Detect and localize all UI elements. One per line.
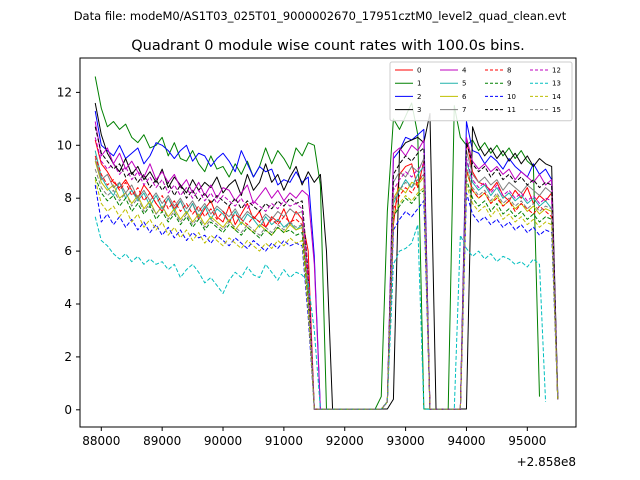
chart-title: Quadrant 0 module wise count rates with … xyxy=(131,38,525,54)
y-tick-label: 8 xyxy=(64,191,72,205)
legend-label-12: 12 xyxy=(552,67,561,75)
x-tick-label: 89000 xyxy=(143,434,181,448)
legend-label-8: 8 xyxy=(507,67,511,75)
legend-label-7: 7 xyxy=(462,106,466,114)
legend-label-13: 13 xyxy=(552,80,561,88)
legend-label-3: 3 xyxy=(417,106,421,114)
chart-suptitle: Data file: modeM0/AS1T03_025T01_90000026… xyxy=(74,9,567,23)
y-tick-label: 6 xyxy=(64,244,72,258)
y-tick-label: 4 xyxy=(64,297,72,311)
series-layer xyxy=(94,76,559,410)
legend-label-6: 6 xyxy=(462,93,467,101)
legend-box xyxy=(389,61,573,122)
legend-label-5: 5 xyxy=(462,80,466,88)
plot-frame xyxy=(79,57,577,428)
y-tick-label: 2 xyxy=(64,350,72,364)
x-tick-label: 94000 xyxy=(447,434,485,448)
legend-label-11: 11 xyxy=(507,106,516,114)
x-offset-label: +2.858e8 xyxy=(517,455,576,469)
legend-label-15: 15 xyxy=(552,106,561,114)
y-tick-label: 12 xyxy=(57,85,72,99)
legend-label-4: 4 xyxy=(462,67,467,75)
y-tick-label: 0 xyxy=(64,403,72,417)
legend-label-9: 9 xyxy=(507,80,511,88)
x-tick-label: 90000 xyxy=(204,434,242,448)
series-line-1 xyxy=(94,76,540,410)
x-tick-label: 95000 xyxy=(508,434,546,448)
y-tick-label: 10 xyxy=(57,138,72,152)
legend-label-0: 0 xyxy=(417,67,421,75)
series-line-9 xyxy=(94,176,559,410)
legend-label-1: 1 xyxy=(417,80,421,88)
x-tick-label: 91000 xyxy=(265,434,303,448)
x-tick-label: 93000 xyxy=(387,434,425,448)
series-line-3 xyxy=(94,102,559,410)
x-tick-label: 88000 xyxy=(82,434,120,448)
legend-label-2: 2 xyxy=(417,93,421,101)
axes-layer: 88000 89000 90000 91000 92000 93000 94000 95000… xyxy=(57,57,577,448)
x-tick-label: 92000 xyxy=(326,434,364,448)
legend-label-14: 14 xyxy=(552,93,561,101)
series-line-15 xyxy=(94,165,559,410)
legend-label-10: 10 xyxy=(507,93,516,101)
